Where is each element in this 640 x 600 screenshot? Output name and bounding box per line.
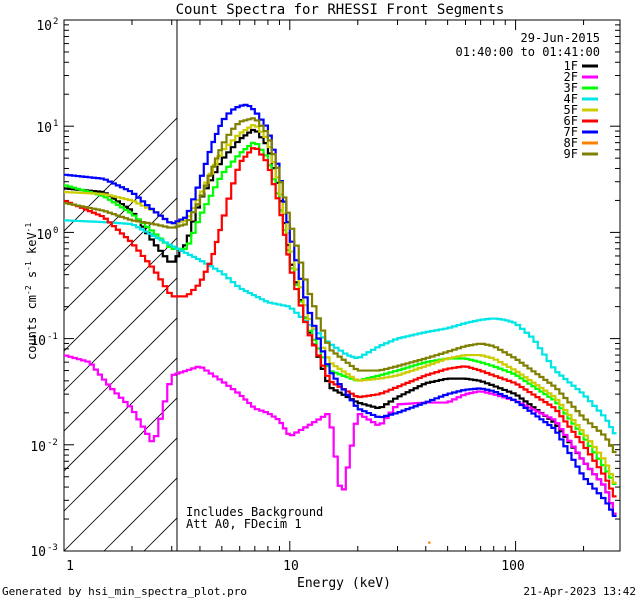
y-tick-base: 10 xyxy=(30,545,46,560)
y-tick-label-1e1: 10 1 xyxy=(36,119,58,136)
series-line-1F xyxy=(64,128,617,515)
series-line-5F xyxy=(64,124,617,484)
y-axis-label: counts cm-2 s-1 keV-1 xyxy=(24,223,39,360)
y-tick-base: 10 xyxy=(36,19,52,34)
y-tick-label-1e-1: 10 -1 xyxy=(30,332,58,349)
y-tick-exp: -1 xyxy=(47,332,58,342)
series-line-3F xyxy=(64,141,617,486)
plot-frame xyxy=(63,19,621,552)
legend-label-9F: 9F xyxy=(564,147,578,161)
hatch-line xyxy=(64,277,177,392)
y-label-exp2: -1 xyxy=(24,261,33,271)
y-label-base: counts cm xyxy=(25,295,39,360)
hatch-line xyxy=(64,237,177,352)
annotation-background: Includes Background xyxy=(186,505,323,519)
y-tick-exp: -3 xyxy=(47,543,58,553)
axis-ticks xyxy=(63,19,620,552)
chart-title: Count Spectra for RHESSI Front Segments xyxy=(176,2,505,18)
hatch-line xyxy=(64,197,177,312)
spectra-series xyxy=(64,103,617,544)
hatch-line xyxy=(103,477,177,551)
y-tick-exp: 2 xyxy=(53,17,58,27)
series-line-7F xyxy=(64,103,617,518)
annotation-attenuator: Att A0, FDecim 1 xyxy=(186,517,302,531)
generation-timestamp: 21-Apr-2023 13:42 xyxy=(523,585,636,598)
legend-label-6F: 6F xyxy=(564,114,578,128)
legend-label-2F: 2F xyxy=(564,70,578,84)
legend-label-8F: 8F xyxy=(564,136,578,150)
x-tick-label-100: 100 xyxy=(501,559,524,574)
legend-label-5F: 5F xyxy=(564,103,578,117)
x-tick-label-10: 10 xyxy=(283,559,299,574)
y-tick-label-1e0: 10 0 xyxy=(36,226,58,243)
hatch-line xyxy=(464,20,640,551)
observation-date: 29-Jun-2015 xyxy=(521,31,600,45)
hatch-line xyxy=(64,357,177,472)
generated-by-note: Generated by hsi_min_spectra_plot.pro xyxy=(2,585,247,598)
legend-label-7F: 7F xyxy=(564,125,578,139)
y-tick-base: 10 xyxy=(30,440,46,455)
hatch-line xyxy=(64,157,177,272)
y-label-mid: s xyxy=(25,271,39,285)
series-line-6F xyxy=(64,147,617,498)
y-tick-exp: 1 xyxy=(53,119,58,129)
y-tick-label-1e2: 10 2 xyxy=(36,17,58,34)
time-range: 01:40:00 to 01:41:00 xyxy=(456,45,601,59)
y-label-exp1: -2 xyxy=(24,285,33,295)
series-line-4F xyxy=(64,219,617,435)
y-tick-exp: -2 xyxy=(47,438,58,448)
y-tick-base: 10 xyxy=(36,121,52,136)
y-label-mid2: keV xyxy=(25,232,39,261)
legend-label-3F: 3F xyxy=(564,81,578,95)
y-tick-base: 10 xyxy=(30,334,46,349)
y-tick-label-1e-2: 10 -2 xyxy=(30,438,58,455)
y-tick-exp: 0 xyxy=(53,226,58,236)
y-tick-label-1e-3: 10 -3 xyxy=(30,543,58,560)
series-line-2F xyxy=(64,354,617,515)
hatched-region xyxy=(64,20,640,551)
y-label-exp3: -1 xyxy=(24,223,33,233)
x-tick-label-1: 1 xyxy=(66,559,74,574)
hatch-line xyxy=(64,397,177,512)
legend-label-4F: 4F xyxy=(564,92,578,106)
y-tick-base: 10 xyxy=(36,228,52,243)
legend-label-1F: 1F xyxy=(564,59,578,73)
hatch-line xyxy=(64,117,177,232)
hatch-line xyxy=(64,437,177,551)
x-axis-label: Energy (keV) xyxy=(297,576,391,591)
series-line-9F xyxy=(64,117,617,454)
